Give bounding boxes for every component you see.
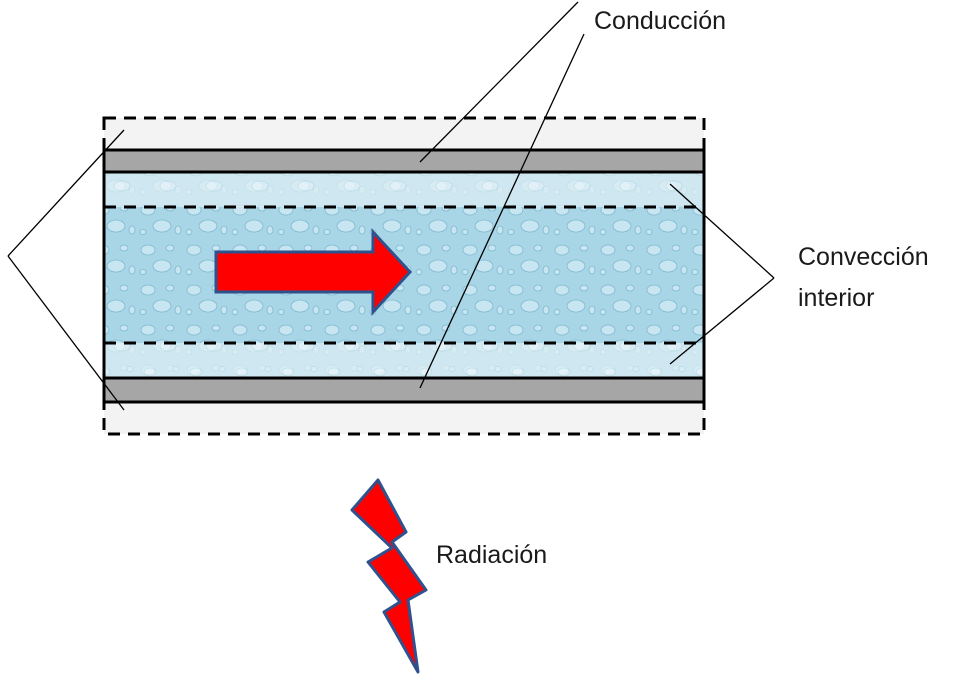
outer-leader-bottom bbox=[7, 255, 125, 411]
outer-control-volume bbox=[102, 116, 706, 436]
outer-layer-top bbox=[104, 118, 704, 150]
label-convection-line1: Convección bbox=[798, 243, 929, 271]
pipe-wall-top bbox=[102, 148, 706, 174]
flow-direction-arrow bbox=[214, 228, 413, 316]
radiation-bolt-icon bbox=[350, 478, 428, 674]
label-conduction: Conducción bbox=[594, 7, 726, 35]
label-radiation: Radiación bbox=[436, 541, 547, 569]
pipe-wall-bottom bbox=[102, 376, 706, 404]
outer-layer-bottom bbox=[104, 402, 704, 434]
outer-leader-top bbox=[7, 129, 125, 257]
convection-leader-top bbox=[669, 183, 775, 279]
boundary-layer-bottom bbox=[104, 343, 704, 378]
convection-leader-bottom bbox=[669, 277, 775, 365]
boundary-layer-top bbox=[104, 172, 704, 207]
label-convection-line2: interior bbox=[798, 284, 874, 312]
conduction-leader-bottom bbox=[419, 33, 585, 389]
conduction-leader-top bbox=[419, 1, 579, 163]
